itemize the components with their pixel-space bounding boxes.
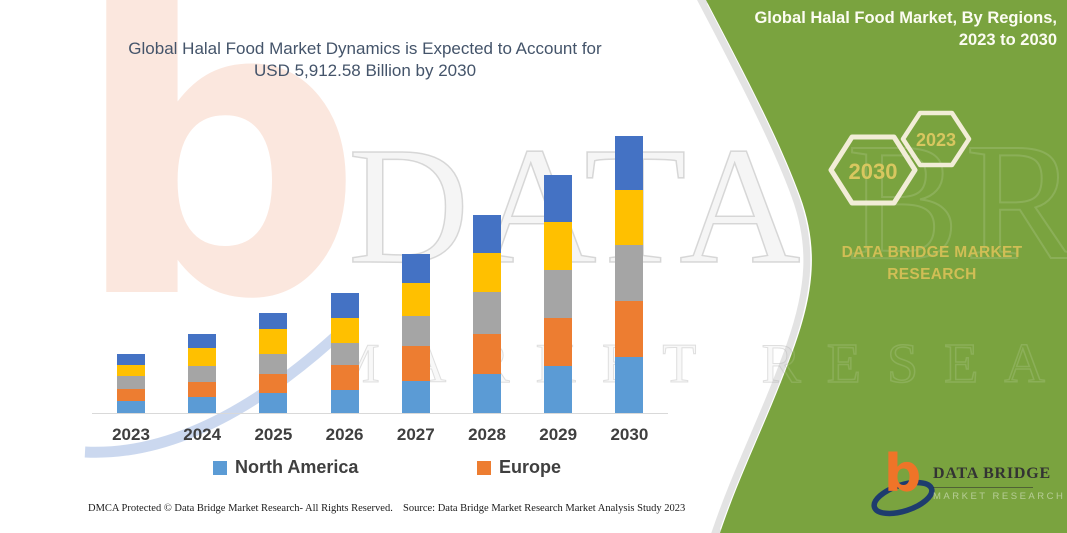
bar-2025-segment-North America bbox=[259, 393, 288, 413]
plot-area bbox=[92, 120, 668, 414]
bar-2029-segment-unlabeled-dark-blue bbox=[544, 175, 573, 222]
bar-2027-segment-unlabeled-yellow bbox=[401, 283, 430, 316]
legend-swatch-europe bbox=[477, 460, 491, 475]
x-axis-label-2027: 2027 bbox=[396, 425, 435, 444]
side-panel-edge-shadow bbox=[697, 0, 1066, 533]
footer-dmca-text: DMCA Protected © Data Bridge Market Rese… bbox=[88, 503, 393, 514]
side-panel-green-background bbox=[706, 0, 1067, 533]
bar-2024 bbox=[188, 334, 217, 413]
bar-2026-segment-Europe bbox=[330, 365, 359, 390]
bar-2027 bbox=[401, 254, 430, 413]
bar-2028-segment-North America bbox=[473, 374, 501, 413]
bar-2026-segment-unlabeled-gray bbox=[330, 343, 359, 365]
legend-swatch-north-america bbox=[213, 460, 227, 475]
bar-2024-segment-unlabeled-dark-blue bbox=[188, 334, 217, 348]
bar-2028-segment-unlabeled-yellow bbox=[473, 253, 501, 292]
hexagon-2023: 2023 bbox=[900, 110, 972, 168]
bar-2023 bbox=[117, 354, 145, 413]
watermark-b-logo-icon: b bbox=[72, 0, 365, 389]
side-panel-brand-line1: DATA BRIDGE MARKET bbox=[841, 244, 1023, 261]
bar-2027-segment-unlabeled-gray bbox=[401, 316, 430, 346]
bar-2025 bbox=[259, 313, 288, 413]
bar-2030-segment-unlabeled-dark-blue bbox=[615, 136, 644, 190]
x-axis-label-2023: 2023 bbox=[112, 425, 150, 444]
bar-2024-segment-Europe bbox=[188, 382, 217, 397]
bar-2023-segment-unlabeled-gray bbox=[117, 376, 145, 389]
bar-2030 bbox=[615, 136, 644, 413]
bar-2028-segment-unlabeled-gray bbox=[473, 292, 501, 334]
bar-2030-segment-unlabeled-yellow bbox=[615, 190, 644, 245]
hexagon-2030: 2030 bbox=[828, 134, 918, 206]
x-axis-label-2025: 2025 bbox=[254, 425, 293, 444]
chart-title-line1: Global Halal Food Market Dynamics is Exp… bbox=[128, 39, 602, 58]
logo-company-name: DATA BRIDGE bbox=[933, 465, 1052, 482]
bar-2028-segment-Europe bbox=[473, 334, 501, 374]
footer-source-text: Source: Data Bridge Market Research Mark… bbox=[403, 503, 686, 514]
x-axis-label-2030: 2030 bbox=[610, 425, 649, 444]
legend-label-europe: Europe bbox=[499, 457, 562, 477]
side-panel-title-line2: 2023 to 2030 bbox=[958, 30, 1057, 49]
bar-2030-segment-North America bbox=[615, 357, 644, 413]
x-axis-label-2029: 2029 bbox=[539, 425, 578, 444]
bar-2024-segment-unlabeled-gray bbox=[188, 366, 217, 382]
bar-2029 bbox=[544, 175, 573, 413]
bar-2026 bbox=[330, 293, 359, 413]
x-axis-label-2026: 2026 bbox=[325, 425, 364, 444]
bar-2026-segment-unlabeled-dark-blue bbox=[330, 293, 359, 318]
bar-2025-segment-Europe bbox=[259, 374, 288, 393]
bar-2029-segment-unlabeled-yellow bbox=[544, 222, 573, 270]
bar-2025-segment-unlabeled-yellow bbox=[259, 329, 288, 354]
bar-2026-segment-North America bbox=[330, 390, 359, 413]
bar-2024-segment-unlabeled-yellow bbox=[188, 348, 217, 366]
bar-2029-segment-North America bbox=[544, 366, 573, 413]
bar-2027-segment-unlabeled-dark-blue bbox=[401, 254, 430, 283]
logo-tagline: MARKET RESEARCH bbox=[933, 491, 1066, 502]
side-panel-title-line1: Global Halal Food Market, By Regions, bbox=[754, 9, 1057, 27]
chart-title: Global Halal Food Market Dynamics is Exp… bbox=[65, 38, 665, 83]
bar-2023-segment-Europe bbox=[117, 389, 145, 401]
bar-2025-segment-unlabeled-gray bbox=[259, 354, 288, 374]
legend-label-north-america: North America bbox=[235, 457, 359, 477]
side-panel-brand-text: DATA BRIDGE MARKET RESEARCH bbox=[828, 242, 1036, 287]
hexagon-2030-label: 2030 bbox=[849, 159, 898, 184]
bar-2023-segment-unlabeled-dark-blue bbox=[117, 354, 145, 365]
logo-b-icon: b bbox=[884, 444, 922, 504]
bar-2025-segment-unlabeled-dark-blue bbox=[259, 313, 288, 329]
x-axis-label-2024: 2024 bbox=[183, 425, 222, 444]
hexagon-2023-outline-icon bbox=[900, 110, 972, 168]
bar-2030-segment-Europe bbox=[615, 301, 644, 357]
bar-2027-segment-North America bbox=[401, 381, 430, 413]
chart-title-line2: USD 5,912.58 Billion by 2030 bbox=[253, 61, 477, 81]
logo-divider bbox=[933, 487, 1033, 488]
bar-2028 bbox=[473, 215, 501, 413]
x-axis-label-2028: 2028 bbox=[468, 425, 506, 444]
side-panel-title: Global Halal Food Market, By Regions, 20… bbox=[727, 8, 1057, 52]
hexagon-2030-outline-icon bbox=[828, 134, 918, 206]
bar-2027-segment-Europe bbox=[401, 346, 430, 381]
bar-2030-segment-unlabeled-gray bbox=[615, 245, 644, 301]
bar-2023-segment-North America bbox=[117, 401, 145, 413]
bar-2026-segment-unlabeled-yellow bbox=[330, 318, 359, 343]
bar-2029-segment-unlabeled-gray bbox=[544, 270, 573, 318]
bar-2023-segment-unlabeled-yellow bbox=[117, 365, 145, 376]
bar-2029-segment-Europe bbox=[544, 318, 573, 366]
bar-2024-segment-North America bbox=[188, 397, 217, 413]
bar-2028-segment-unlabeled-dark-blue bbox=[473, 215, 501, 253]
legend-item-europe: Europe bbox=[477, 457, 561, 478]
side-panel-brand-line2: RESEARCH bbox=[887, 266, 977, 284]
legend-item-north-america: North America bbox=[213, 457, 358, 478]
hexagon-2023-label: 2023 bbox=[916, 130, 956, 150]
